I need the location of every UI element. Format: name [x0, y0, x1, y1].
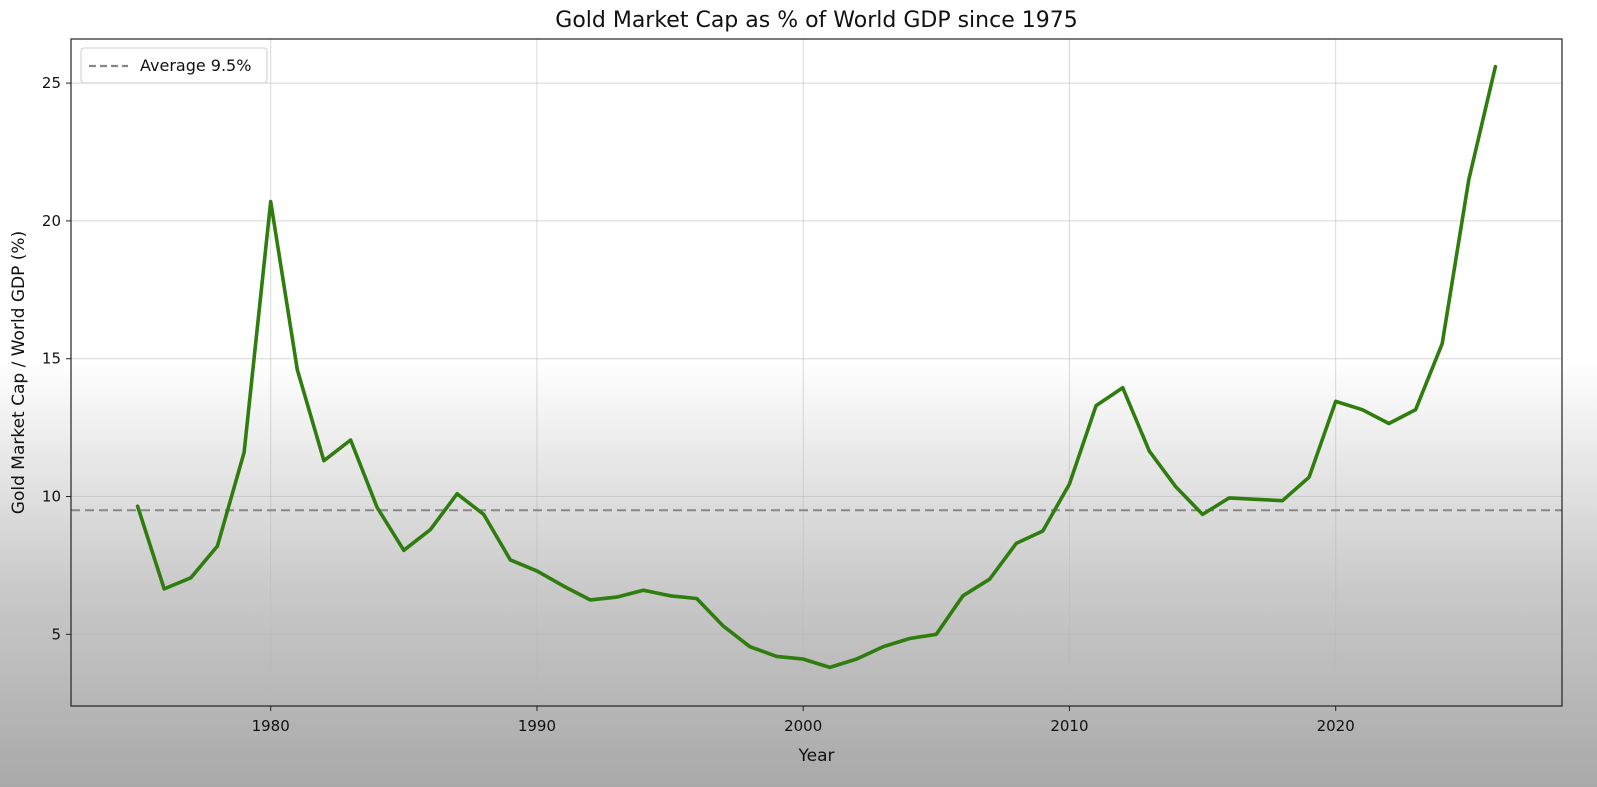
data-point-2025 — [1468, 178, 1470, 181]
data-point-2020 — [1334, 400, 1337, 403]
data-point-1994 — [642, 589, 645, 591]
chart-title: Gold Market Cap as % of World GDP since … — [555, 8, 1077, 33]
data-point-1991 — [562, 585, 565, 587]
data-point-2011 — [1095, 404, 1097, 407]
data-point-2021 — [1361, 408, 1364, 411]
data-point-2026 — [1494, 65, 1497, 68]
y-tick-label-25: 25 — [42, 74, 61, 92]
data-point-1993 — [616, 596, 618, 598]
y-tick-label-10: 10 — [42, 488, 61, 506]
series-lines — [135, 64, 1498, 670]
data-point-1992 — [589, 599, 591, 601]
data-point-2005 — [935, 633, 938, 636]
data-point-2024 — [1441, 342, 1443, 345]
data-point-1999 — [775, 655, 778, 658]
data-point-2023 — [1414, 408, 1417, 411]
data-point-1986 — [429, 528, 432, 531]
x-tick-label-1980: 1980 — [252, 717, 290, 735]
data-point-2006 — [962, 595, 964, 597]
data-point-2003 — [882, 645, 884, 648]
data-point-1979 — [243, 451, 245, 454]
data-point-2016 — [1228, 497, 1230, 499]
data-point-1990 — [536, 570, 538, 572]
y-tick-label-20: 20 — [42, 212, 61, 230]
x-tick-label-2000: 2000 — [784, 717, 822, 735]
data-point-2004 — [908, 637, 911, 640]
data-point-2017 — [1255, 498, 1257, 501]
data-point-1987 — [456, 493, 458, 495]
y-tick-label-5: 5 — [51, 625, 61, 643]
data-point-1996 — [695, 597, 698, 600]
data-point-2022 — [1388, 422, 1390, 425]
gridlines — [71, 39, 1562, 706]
x-tick-label-1990: 1990 — [518, 717, 556, 735]
data-point-2001 — [829, 666, 831, 669]
data-point-1989 — [509, 559, 512, 561]
x-tick-label-2020: 2020 — [1317, 717, 1355, 735]
axis-ticks: 1980 1990 2000 2010 2020 5 10 15 20 25 — [42, 74, 1355, 735]
data-point-1997 — [722, 625, 725, 627]
x-axis-label: Year — [798, 746, 835, 766]
data-point-1998 — [749, 645, 751, 648]
data-point-2019 — [1308, 476, 1310, 479]
data-point-1995 — [669, 595, 671, 597]
legend-entry-average: Average 9.5% — [140, 56, 251, 75]
legend-box — [80, 47, 268, 84]
data-point-2009 — [1042, 530, 1044, 532]
data-point-1982 — [323, 459, 325, 462]
data-point-2012 — [1121, 386, 1124, 389]
data-point-1981 — [296, 368, 299, 371]
data-point-2007 — [988, 578, 991, 580]
data-point-1988 — [482, 513, 485, 516]
data-point-1976 — [163, 588, 165, 590]
data-point-1978 — [216, 545, 219, 547]
x-tick-label-2010: 2010 — [1050, 717, 1088, 735]
data-point-2018 — [1281, 499, 1284, 502]
data-point-1977 — [190, 577, 192, 579]
y-tick-label-15: 15 — [42, 350, 61, 368]
data-point-2014 — [1175, 486, 1177, 488]
series-line-gold-gdp — [135, 64, 1498, 670]
data-point-1984 — [376, 506, 379, 509]
data-point-2000 — [802, 658, 804, 660]
y-axis-label: Gold Market Cap / World GDP (%) — [9, 231, 29, 514]
data-point-2015 — [1201, 513, 1204, 516]
data-point-1980 — [269, 200, 272, 203]
data-point-2013 — [1148, 450, 1151, 452]
data-point-2002 — [855, 658, 858, 660]
data-point-1983 — [349, 439, 352, 441]
data-point-1975 — [136, 505, 139, 508]
data-point-1985 — [403, 549, 405, 552]
data-point-2010 — [1068, 483, 1071, 485]
legend: Average 9.5% — [80, 47, 268, 84]
data-point-2008 — [1015, 542, 1017, 545]
plot-area-frame — [70, 38, 1563, 707]
